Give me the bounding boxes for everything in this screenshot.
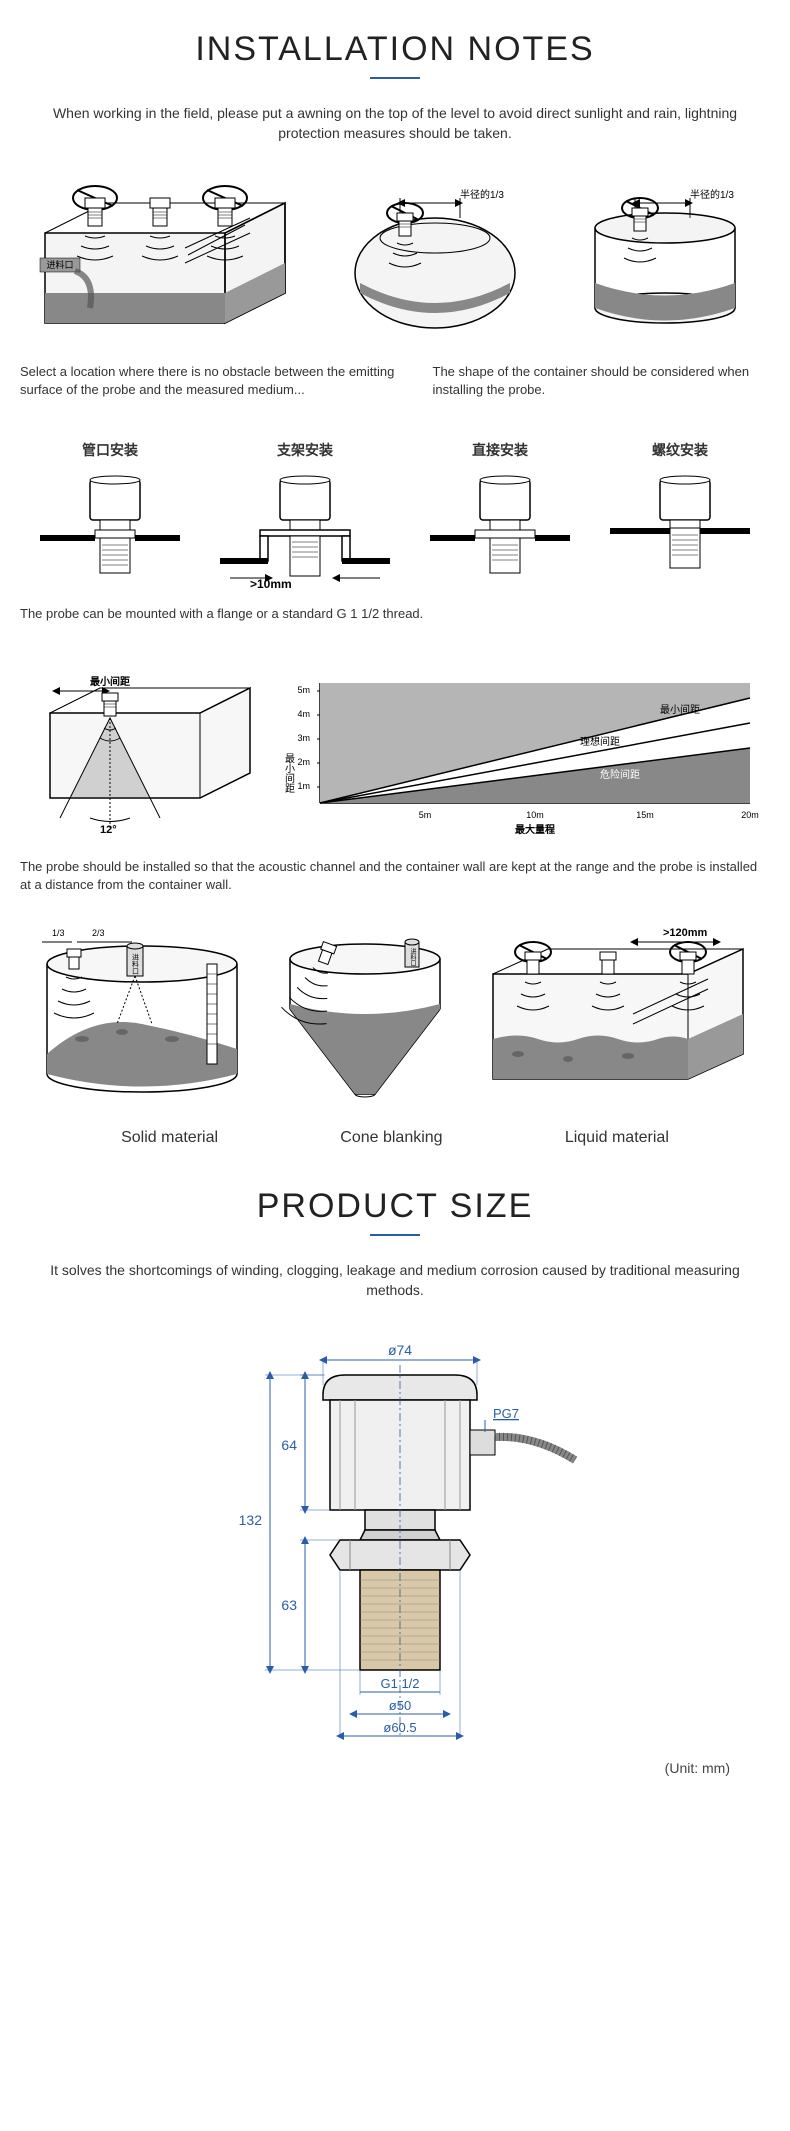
svg-text:理想间距: 理想间距 — [580, 735, 620, 748]
svg-text:最大量程: 最大量程 — [515, 823, 555, 836]
tank-diagram-3: 半径的1/3 — [565, 183, 765, 343]
caption-2: The shape of the container should be con… — [433, 363, 771, 399]
label-cone: Cone blanking — [340, 1129, 442, 1147]
tank-diagram-1: 进料口 — [25, 183, 305, 343]
mount-1: 管口安装 — [40, 440, 180, 590]
svg-text:1/3: 1/3 — [52, 928, 65, 938]
caption-row-1: Select a location where there is no obst… — [0, 363, 790, 399]
mount-row: 管口安装 支架安装 — [0, 440, 790, 590]
unit-label: (Unit: mm) — [0, 1760, 790, 1776]
svg-text:危险间距: 危险间距 — [600, 768, 640, 781]
svg-text:进料口: 进料口 — [46, 259, 73, 270]
svg-text:进料口: 进料口 — [131, 954, 139, 975]
svg-text:半径的1/3: 半径的1/3 — [690, 188, 734, 201]
title-underline — [370, 77, 420, 79]
svg-text:最小间距: 最小间距 — [283, 753, 295, 793]
svg-text:>120mm: >120mm — [663, 927, 708, 939]
svg-text:3m: 3m — [297, 733, 310, 743]
svg-text:最小间距: 最小间距 — [660, 703, 700, 716]
diagram-row-1: 进料口 — [0, 183, 790, 343]
tank-diagram-2: 半径的1/3 — [335, 183, 535, 343]
section-title-2: PRODUCT SIZE — [0, 1187, 790, 1226]
row-3: 最小间距 12° — [0, 673, 790, 843]
mount-4: 螺纹安装 — [610, 440, 750, 590]
svg-text:ø50: ø50 — [389, 1698, 411, 1713]
material-cone: 进料口 — [275, 924, 455, 1104]
svg-text:5m: 5m — [297, 685, 310, 695]
size-diagram: ø74 PG7 — [0, 1340, 790, 1740]
svg-text:G1 1/2: G1 1/2 — [380, 1676, 419, 1691]
svg-text:63: 63 — [281, 1597, 297, 1613]
svg-text:半径的1/3: 半径的1/3 — [460, 188, 504, 201]
svg-text:PG7: PG7 — [493, 1406, 519, 1421]
svg-text:132: 132 — [239, 1512, 263, 1528]
svg-text:2/3: 2/3 — [92, 928, 105, 938]
svg-text:12°: 12° — [100, 824, 117, 836]
material-liquid: >120mm — [478, 924, 758, 1104]
svg-text:2m: 2m — [297, 757, 310, 767]
caption-3: The probe can be mounted with a flange o… — [0, 605, 790, 623]
caption-1: Select a location where there is no obst… — [20, 363, 433, 399]
intro-text-2: It solves the shortcomings of winding, c… — [0, 1261, 790, 1300]
title-underline-2 — [370, 1234, 420, 1236]
beam-diagram: 最小间距 12° — [30, 673, 260, 843]
intro-text: When working in the field, please put a … — [0, 104, 790, 143]
svg-text:15m: 15m — [636, 810, 654, 820]
svg-text:5m: 5m — [419, 810, 432, 820]
mount-3: 直接安装 — [430, 440, 570, 590]
svg-text:64: 64 — [281, 1437, 297, 1453]
svg-text:ø60.5: ø60.5 — [383, 1720, 416, 1735]
material-solid: 1/3 2/3 进料口 — [32, 924, 252, 1104]
svg-text:10m: 10m — [526, 810, 544, 820]
svg-text:4m: 4m — [297, 709, 310, 719]
label-solid: Solid material — [121, 1129, 218, 1147]
materials-row: 1/3 2/3 进料口 — [0, 924, 790, 1104]
svg-text:进料口: 进料口 — [409, 947, 416, 967]
material-labels: Solid material Cone blanking Liquid mate… — [0, 1119, 790, 1147]
label-liquid: Liquid material — [565, 1129, 669, 1147]
caption-4: The probe should be installed so that th… — [0, 858, 790, 894]
section-title: INSTALLATION NOTES — [0, 30, 790, 69]
mount-2: 支架安装 >10mm — [220, 440, 390, 590]
svg-text:1m: 1m — [297, 781, 310, 791]
svg-text:ø74: ø74 — [388, 1342, 412, 1358]
svg-text:20m: 20m — [741, 810, 759, 820]
range-chart: 5m 4m 3m 2m 1m 5m 10m 15m 20m 最小间距 理想间距 … — [280, 673, 760, 843]
svg-text:最小间距: 最小间距 — [90, 675, 130, 688]
